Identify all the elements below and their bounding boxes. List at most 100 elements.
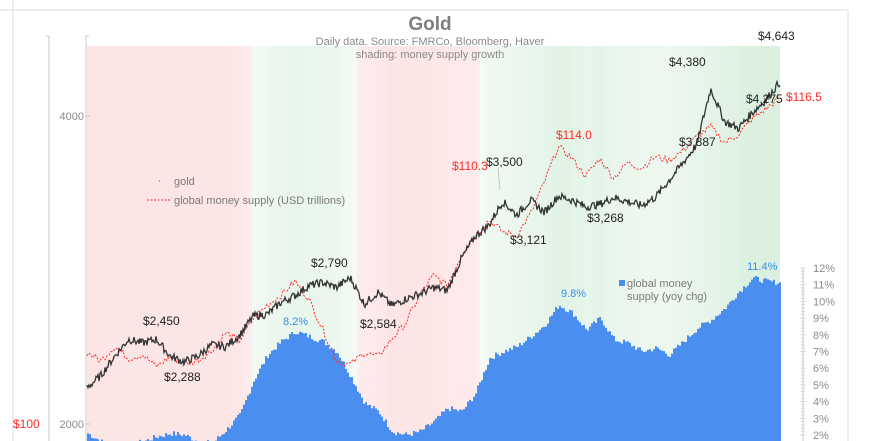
shading-band	[174, 46, 177, 441]
shading-band	[525, 46, 528, 441]
shading-band	[300, 46, 303, 441]
money-growth-shading	[87, 46, 780, 441]
shading-band	[714, 46, 717, 441]
growth-bar	[561, 308, 563, 441]
growth-bar	[303, 333, 305, 441]
growth-bar	[407, 434, 409, 441]
growth-bar	[449, 411, 451, 441]
growth-bar	[383, 421, 385, 441]
shading-band	[504, 46, 507, 441]
shading-band	[534, 46, 537, 441]
shading-band	[684, 46, 687, 441]
growth-bar	[483, 372, 485, 441]
growth-bar	[777, 283, 779, 441]
shading-band	[393, 46, 396, 441]
shading-band	[240, 46, 243, 441]
growth-axis-tick-label: 9%	[813, 313, 829, 325]
growth-bar	[609, 331, 611, 441]
growth-bar	[469, 400, 471, 441]
gold-price-line	[86, 79, 781, 390]
growth-bar	[493, 359, 495, 441]
shading-band	[552, 46, 555, 441]
growth-bar	[669, 356, 671, 441]
growth-axis-tick-label: 3%	[813, 413, 829, 425]
shading-band	[657, 46, 660, 441]
growth-bar	[549, 316, 551, 441]
growth-bar	[641, 350, 643, 441]
growth-bar	[415, 431, 417, 441]
annotation-gold-3268: $3,268	[587, 211, 624, 225]
shading-band	[321, 46, 324, 441]
growth-bar	[563, 308, 565, 441]
shading-band	[624, 46, 627, 441]
growth-bar	[615, 341, 617, 441]
shading-band	[429, 46, 432, 441]
growth-bar	[159, 435, 161, 441]
growth-bar	[681, 341, 683, 441]
shading-band	[279, 46, 282, 441]
shading-band	[171, 46, 174, 441]
shading-band	[324, 46, 327, 441]
shading-band	[606, 46, 609, 441]
shading-band	[582, 46, 585, 441]
shading-band	[456, 46, 459, 441]
growth-bar	[391, 432, 393, 441]
shading-band	[318, 46, 321, 441]
growth-bar	[153, 435, 155, 441]
growth-bar	[163, 437, 165, 441]
growth-bar	[255, 378, 257, 441]
growth-bar	[479, 382, 481, 441]
growth-bar	[389, 430, 391, 441]
shading-band	[216, 46, 219, 441]
annotation-gold-2450: $2,450	[143, 314, 180, 328]
annotation-gold-4380: $4,380	[669, 55, 706, 69]
shading-band	[204, 46, 207, 441]
shading-band	[405, 46, 408, 441]
shading-band	[540, 46, 543, 441]
growth-bar	[487, 364, 489, 441]
growth-bar	[767, 279, 769, 441]
growth-bar	[477, 385, 479, 441]
shading-band	[516, 46, 519, 441]
growth-bar	[769, 280, 771, 441]
shading-band	[585, 46, 588, 441]
growth-bar	[401, 434, 403, 441]
shading-band	[381, 46, 384, 441]
growth-bar	[225, 432, 227, 441]
growth-bar	[333, 349, 335, 441]
growth-bar	[315, 341, 317, 441]
growth-bar	[443, 411, 445, 441]
shading-band	[387, 46, 390, 441]
growth-bar	[515, 346, 517, 441]
shading-band	[576, 46, 579, 441]
shading-band	[627, 46, 630, 441]
growth-bar	[223, 433, 225, 441]
shading-band	[690, 46, 693, 441]
shading-band	[738, 46, 741, 441]
shading-band	[153, 46, 156, 441]
growth-bar	[245, 400, 247, 441]
growth-bar	[259, 368, 261, 441]
shading-band	[108, 46, 111, 441]
growth-bar	[595, 322, 597, 441]
growth-bar	[409, 434, 411, 441]
shading-band	[639, 46, 642, 441]
shading-band	[477, 46, 480, 441]
growth-bar	[275, 349, 277, 441]
growth-bar	[657, 347, 659, 441]
shading-band	[564, 46, 567, 441]
shading-band	[561, 46, 564, 441]
shading-band	[420, 46, 423, 441]
shading-band	[303, 46, 306, 441]
growth-axis: 12% 11% 10% 9% 8% 7% 6% 5% 4% 3% 2%	[800, 263, 835, 441]
growth-bar	[601, 320, 603, 441]
growth-bar	[653, 349, 655, 441]
shading-band	[453, 46, 456, 441]
shading-band	[447, 46, 450, 441]
growth-bar	[705, 322, 707, 441]
shading-band	[675, 46, 678, 441]
growth-bar	[399, 433, 401, 441]
shading-band	[345, 46, 348, 441]
shading-band	[681, 46, 684, 441]
growth-bar	[417, 432, 419, 441]
